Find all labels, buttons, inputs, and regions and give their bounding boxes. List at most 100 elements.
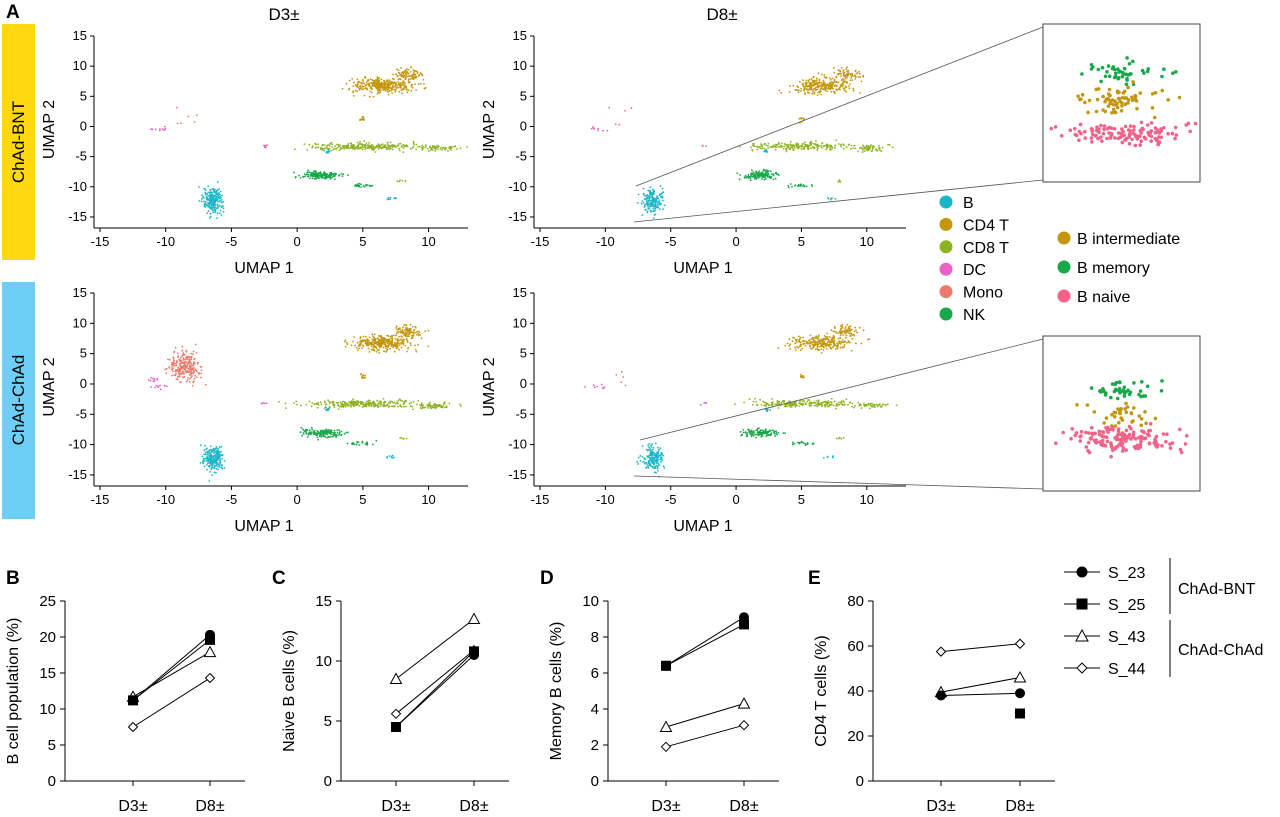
- umap-cell-point: [208, 466, 211, 468]
- umap-cell-point: [313, 433, 315, 436]
- umap-cell-point: [807, 148, 810, 151]
- umap-cell-point: [817, 147, 819, 150]
- umap-cell-point: [388, 90, 391, 92]
- umap-cell-point: [791, 340, 794, 342]
- umap-cell-point: [343, 147, 346, 150]
- zoom-connector: [633, 179, 1044, 223]
- umap-cell-point: [321, 431, 324, 434]
- umap-cell-point: [179, 356, 182, 359]
- umap-cell-point: [654, 460, 657, 462]
- umap-cell-point: [849, 330, 851, 333]
- umap-cell-point: [375, 81, 377, 83]
- umap-cell-point: [364, 76, 367, 78]
- umap-cell-point: [205, 204, 208, 207]
- umap-cell-point: [829, 341, 832, 344]
- umap-cell-point: [174, 374, 177, 377]
- umap-cell-point: [215, 450, 218, 452]
- umap-cell-point: [173, 351, 175, 354]
- umap-cell-point: [795, 144, 798, 147]
- umap-cell-point: [815, 403, 818, 406]
- umap-cell-point: [404, 345, 407, 347]
- umap-x-tick-label: -15: [91, 492, 110, 507]
- umap-cell-point: [159, 128, 161, 130]
- umap-cell-point: [212, 190, 215, 192]
- umap-cell-point: [839, 72, 841, 75]
- umap-cell-point: [809, 338, 811, 341]
- umap-cell-point: [385, 146, 388, 149]
- umap-cell-point: [802, 146, 805, 148]
- umap-cell-point: [817, 400, 820, 403]
- umap-cell-point: [867, 148, 870, 150]
- umap-cell-point: [406, 341, 409, 343]
- umap-cell-point: [322, 433, 325, 435]
- umap-cell-point: [376, 83, 379, 85]
- umap-cell-point: [804, 144, 807, 146]
- umap-cell-point: [190, 371, 193, 374]
- umap-cell-point: [371, 184, 374, 187]
- umap-cell-point: [658, 454, 661, 457]
- umap-cell-point: [868, 146, 870, 148]
- umap-cell-point: [820, 93, 822, 96]
- umap-cell-point: [397, 81, 400, 83]
- umap-cell-point: [173, 374, 176, 376]
- umap-cell-point: [175, 372, 177, 375]
- umap-cell-point: [596, 385, 599, 388]
- umap-cell-point: [827, 344, 830, 347]
- umap-cell-point: [389, 196, 392, 199]
- umap-cell-point: [751, 148, 753, 151]
- zoom-cell-point: [1133, 132, 1137, 137]
- umap-cell-point: [798, 146, 800, 149]
- umap-cell-point: [823, 335, 826, 337]
- umap-cell-point: [208, 459, 211, 462]
- umap-cell-point: [362, 146, 365, 149]
- umap-cell-point: [389, 347, 391, 350]
- umap-cell-point: [316, 402, 319, 405]
- umap-cell-point: [191, 364, 194, 367]
- umap-cell-point: [301, 434, 303, 437]
- zoom-cell-point: [1111, 102, 1115, 107]
- umap-cell-point: [304, 175, 307, 178]
- umap-cell-point: [200, 369, 203, 371]
- umap-cell-point: [804, 83, 807, 86]
- umap-cell-point: [816, 88, 819, 91]
- umap-cell-point: [822, 343, 824, 346]
- zoom-cell-point: [1102, 127, 1106, 132]
- umap-cell-point: [782, 147, 785, 150]
- umap-cell-point: [341, 405, 344, 408]
- umap-cell-point: [443, 401, 446, 404]
- umap-cell-point: [804, 444, 807, 447]
- umap-cell-point: [767, 434, 770, 436]
- umap-cell-point: [846, 66, 848, 69]
- umap-cell-point: [391, 337, 394, 340]
- zoom-cell-point: [1112, 389, 1117, 394]
- umap-cell-point: [201, 455, 204, 458]
- umap-y-tick-label: -5: [515, 149, 527, 164]
- umap-cell-point: [869, 147, 871, 150]
- umap-cell-point: [799, 349, 802, 352]
- umap-cell-point: [371, 333, 374, 336]
- umap-cell-point: [837, 180, 840, 183]
- zoom-cell-point: [1150, 106, 1155, 110]
- zoom-cell-point: [1149, 121, 1154, 125]
- umap-cell-point: [212, 194, 215, 197]
- umap-cell-point: [814, 348, 817, 351]
- umap-cell-point: [200, 372, 203, 375]
- umap-cell-point: [348, 79, 351, 82]
- umap-cell-point: [657, 448, 660, 451]
- umap-cell-point: [825, 148, 828, 151]
- umap-cell-point: [308, 429, 311, 432]
- zoom-cell-point: [1153, 130, 1158, 135]
- umap-cell-point: [386, 403, 389, 406]
- umap-cell-point: [310, 426, 313, 429]
- umap-x-tick-label: 0: [294, 492, 301, 507]
- umap-cell-point: [383, 403, 386, 405]
- umap-cell-point: [642, 201, 645, 204]
- zoom-cell-point: [1113, 74, 1118, 79]
- umap-cell-point: [745, 435, 748, 438]
- umap-cell-point: [395, 332, 398, 335]
- umap-y-tick-label: -5: [515, 406, 527, 421]
- umap-cell-point: [775, 146, 777, 149]
- umap-cell-point: [353, 81, 355, 84]
- umap-cell-point: [855, 342, 857, 345]
- umap-cell-point: [331, 146, 333, 149]
